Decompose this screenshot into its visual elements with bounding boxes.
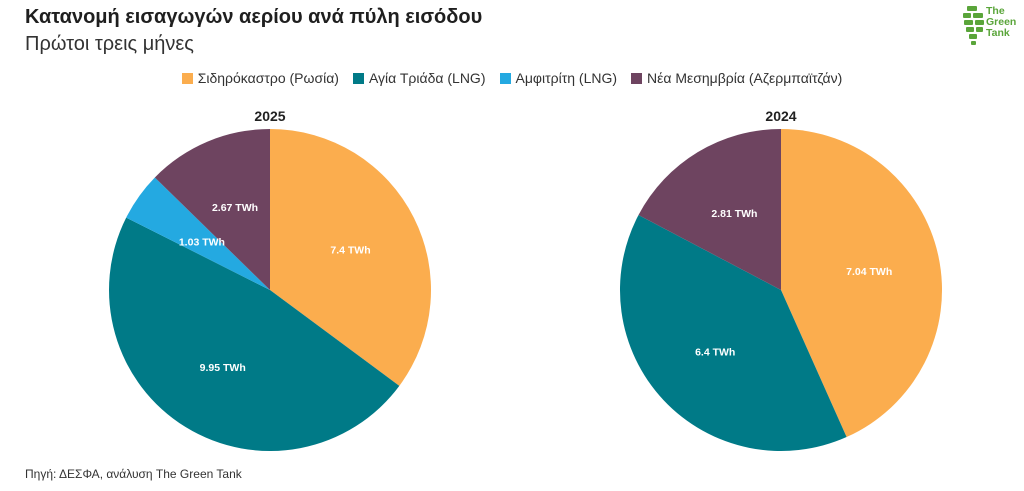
slice-data-label: 6.4 TWh xyxy=(695,347,735,359)
pie-slice xyxy=(154,129,270,290)
pie-chart-2025: 7.4 TWh 9.95 TWh 1.03 TWh 2.67 TWh xyxy=(109,129,432,451)
legend-label: Νέα Μεσημβρία (Αζερμπαϊτζάν) xyxy=(647,70,843,86)
slice-data-label: 7.4 TWh xyxy=(330,245,370,257)
leaf-globe-icon xyxy=(963,6,984,45)
legend-label: Αμφιτρίτη (LNG) xyxy=(515,70,618,86)
legend: Σιδηρόκαστρο (Ρωσία) Αγία Τριάδα (LNG) Α… xyxy=(0,70,1024,86)
pie-title-2024: 2024 xyxy=(765,108,797,124)
legend-swatch xyxy=(631,72,643,84)
legend-item: Αμφιτρίτη (LNG) xyxy=(499,70,618,86)
slice-data-label: 9.95 TWh xyxy=(200,362,246,374)
slice-data-label: 7.04 TWh xyxy=(846,266,892,278)
pie-slice xyxy=(109,217,400,451)
legend-swatch xyxy=(499,72,511,84)
slice-data-label: 1.03 TWh xyxy=(179,236,225,248)
green-tank-logo: The Green Tank xyxy=(962,4,1022,48)
pie-title-2025: 2025 xyxy=(254,108,286,124)
slice-data-label: 2.67 TWh xyxy=(212,202,258,214)
slice-data-label: 2.81 TWh xyxy=(711,208,757,220)
legend-item: Νέα Μεσημβρία (Αζερμπαϊτζάν) xyxy=(631,70,842,86)
logo-text: The Green Tank xyxy=(986,5,1017,39)
legend-item: Σιδηρόκαστρο (Ρωσία) xyxy=(181,70,339,86)
pie-slice xyxy=(126,177,270,290)
pie-slice xyxy=(270,129,432,386)
pie-chart-2024: 7.04 TWh 6.4 TWh 2.81 TWh xyxy=(619,129,943,452)
chart-subtitle: Πρώτοι τρεις μήνες xyxy=(25,33,194,55)
legend-swatch xyxy=(352,72,364,84)
pie-slice xyxy=(638,129,781,290)
legend-swatch xyxy=(181,72,193,84)
legend-label: Αγία Τριάδα (LNG) xyxy=(368,70,486,86)
legend-label: Σιδηρόκαστρο (Ρωσία) xyxy=(197,70,339,86)
legend-item: Αγία Τριάδα (LNG) xyxy=(352,70,486,86)
pie-slice xyxy=(619,215,847,452)
pie-slice xyxy=(781,129,943,438)
source-note: Πηγή: ΔΕΣΦΑ, ανάλυση The Green Tank xyxy=(25,467,242,481)
chart-title: Κατανομή εισαγωγών αερίου ανά πύλη εισόδ… xyxy=(25,6,483,28)
